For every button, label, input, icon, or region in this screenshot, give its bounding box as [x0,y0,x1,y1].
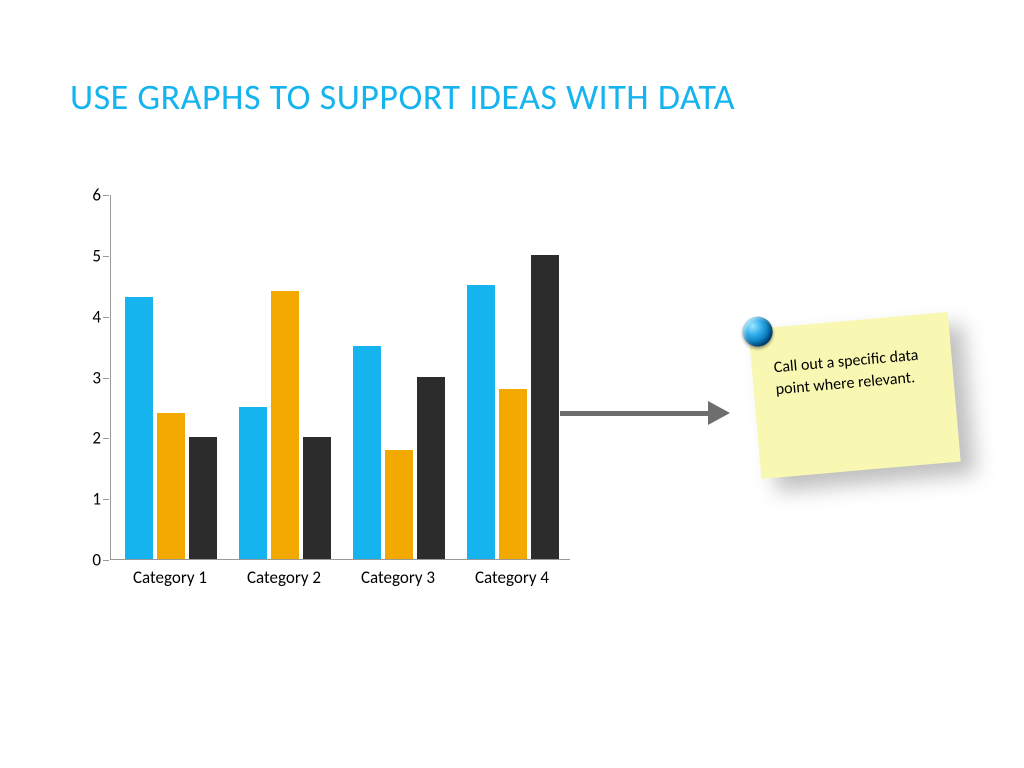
y-tick [103,438,109,439]
slide-title: USE GRAPHS TO SUPPORT IDEAS WITH DATA [70,75,735,119]
note-body: Call out a specific data point where rel… [748,312,960,479]
bar [271,291,299,559]
y-tick [103,499,109,500]
x-tick-label: Category 1 [114,567,226,588]
slide: USE GRAPHS TO SUPPORT IDEAS WITH DATA 01… [0,0,1024,768]
y-tick [103,378,109,379]
x-tick-label: Category 3 [342,567,454,588]
plot-area: 0123456 [110,195,570,560]
y-tick-label: 2 [81,428,101,449]
bar-chart: 0123456 Category 1Category 2Category 3Ca… [70,195,580,595]
bar [385,450,413,560]
y-tick [103,256,109,257]
sticky-note: Call out a specific data point where rel… [748,311,971,489]
bar [353,346,381,559]
bar [531,255,559,559]
arrow-head-icon [708,401,730,425]
bar [157,413,185,559]
bar [125,297,153,559]
y-tick [103,560,109,561]
bar [417,377,445,560]
arrow-shaft [560,411,710,416]
bar [189,437,217,559]
y-tick-label: 4 [81,306,101,327]
y-tick-label: 0 [81,550,101,571]
y-tick [103,317,109,318]
bar [499,389,527,559]
bar [467,285,495,559]
y-tick [103,195,109,196]
x-tick-label: Category 2 [228,567,340,588]
y-tick-label: 5 [81,245,101,266]
y-tick-label: 1 [81,489,101,510]
y-tick-label: 3 [81,367,101,388]
x-tick-label: Category 4 [456,567,568,588]
bar [239,407,267,559]
callout-arrow [560,408,730,418]
bar [303,437,331,559]
y-tick-label: 6 [81,185,101,206]
note-text: Call out a specific data point where rel… [773,346,919,399]
